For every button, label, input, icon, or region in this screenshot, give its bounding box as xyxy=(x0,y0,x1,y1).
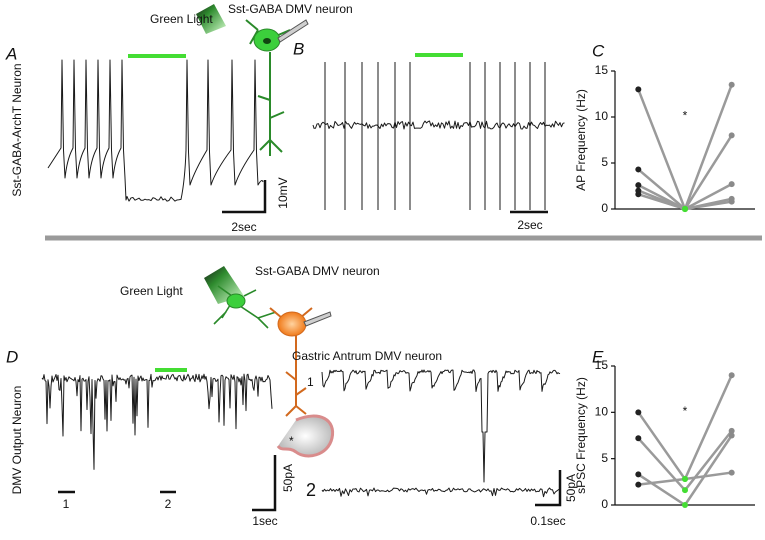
neuron-label: Sst-GABA DMV neuron xyxy=(228,2,353,16)
y-tick-label: 15 xyxy=(595,63,609,77)
panel-letter: D xyxy=(6,347,18,366)
data-point xyxy=(635,166,642,173)
scale-label: 0.1sec xyxy=(530,514,565,528)
data-point xyxy=(728,81,735,88)
trace-label: 2 xyxy=(306,480,316,500)
segment-label: 1 xyxy=(63,497,70,511)
light-cone xyxy=(196,4,226,34)
data-point xyxy=(635,182,642,189)
trace xyxy=(41,373,273,470)
scale-label: 50pA xyxy=(564,474,578,502)
series-line xyxy=(637,434,733,507)
data-point xyxy=(728,427,735,434)
soma xyxy=(277,311,307,337)
soma xyxy=(226,293,246,309)
trace xyxy=(47,59,264,202)
y-tick-label: 0 xyxy=(601,201,608,215)
data-point xyxy=(728,132,735,139)
scale-bar xyxy=(222,180,267,214)
data-point xyxy=(728,198,735,205)
series-line xyxy=(637,374,733,482)
y-label: Sst-GABA-ArchT Neuron xyxy=(10,63,24,196)
panel-letter: B xyxy=(293,39,304,58)
chart: 0 5 10 15 AP Frequency (Hz) * xyxy=(574,63,755,215)
y-label: DMV Output Neuron xyxy=(10,386,24,495)
y-tick-label: 10 xyxy=(595,109,609,123)
light-label: Green Light xyxy=(120,284,183,298)
scale-label: 10mV xyxy=(276,177,290,208)
trace xyxy=(321,369,561,483)
scale-label: 2sec xyxy=(517,218,542,232)
y-label: sPSC Frequency (Hz) xyxy=(574,377,588,494)
data-point xyxy=(635,191,642,198)
y-tick-label: 0 xyxy=(601,497,608,511)
light-bar xyxy=(415,53,463,57)
data-point xyxy=(682,502,688,508)
y-tick-label: 5 xyxy=(601,155,608,169)
data-point xyxy=(728,372,735,379)
y-tick-label: 10 xyxy=(595,405,609,419)
trace-label: 1 xyxy=(307,375,314,389)
panel-letter: E xyxy=(592,347,604,366)
chart: 0 5 10 15 sPSC Frequency (Hz) * xyxy=(574,358,755,511)
neuron-green xyxy=(213,285,277,329)
annotation: * xyxy=(683,404,688,418)
y-tick-label: 15 xyxy=(595,358,609,372)
y-label: AP Frequency (Hz) xyxy=(574,89,588,191)
neuron-label: Sst-GABA DMV neuron xyxy=(255,264,380,278)
trace xyxy=(321,487,561,498)
data-point xyxy=(728,469,735,476)
panel-letter: C xyxy=(592,41,605,60)
top-illustration: Green Light Sst-GABA DMV neuron xyxy=(150,2,353,156)
data-point xyxy=(635,481,642,488)
data-point xyxy=(728,432,735,439)
pipette xyxy=(277,19,309,43)
light-label: Green Light xyxy=(150,12,213,26)
scale-label: 50pA xyxy=(281,464,295,492)
bottom-illustration: Sst-GABA DMV neuron Green Light Gastric … xyxy=(120,264,442,458)
stomach xyxy=(276,414,335,458)
target-label: Gastric Antrum DMV neuron xyxy=(292,349,442,363)
scale-bar xyxy=(535,470,562,507)
data-point xyxy=(635,471,642,478)
y-tick-label: 5 xyxy=(601,451,608,465)
data-point xyxy=(682,487,688,494)
data-point xyxy=(635,435,642,442)
data-point xyxy=(635,86,642,93)
scale-label: 2sec xyxy=(231,220,256,234)
segment-label: 2 xyxy=(165,497,172,511)
annotation: * xyxy=(683,109,688,123)
light-bar xyxy=(155,368,187,372)
asterisk: * xyxy=(289,434,294,448)
trace xyxy=(312,62,565,210)
data-point xyxy=(682,476,688,483)
data-point xyxy=(728,181,735,188)
data-point xyxy=(635,409,642,416)
panel-letter: A xyxy=(5,44,17,63)
data-point xyxy=(682,206,688,212)
pipette xyxy=(303,311,332,327)
nucleus xyxy=(263,38,271,44)
neuron-orange xyxy=(269,307,313,417)
light-bar xyxy=(128,54,186,58)
scale-label: 1sec xyxy=(252,514,277,528)
scale-bar xyxy=(252,455,277,512)
